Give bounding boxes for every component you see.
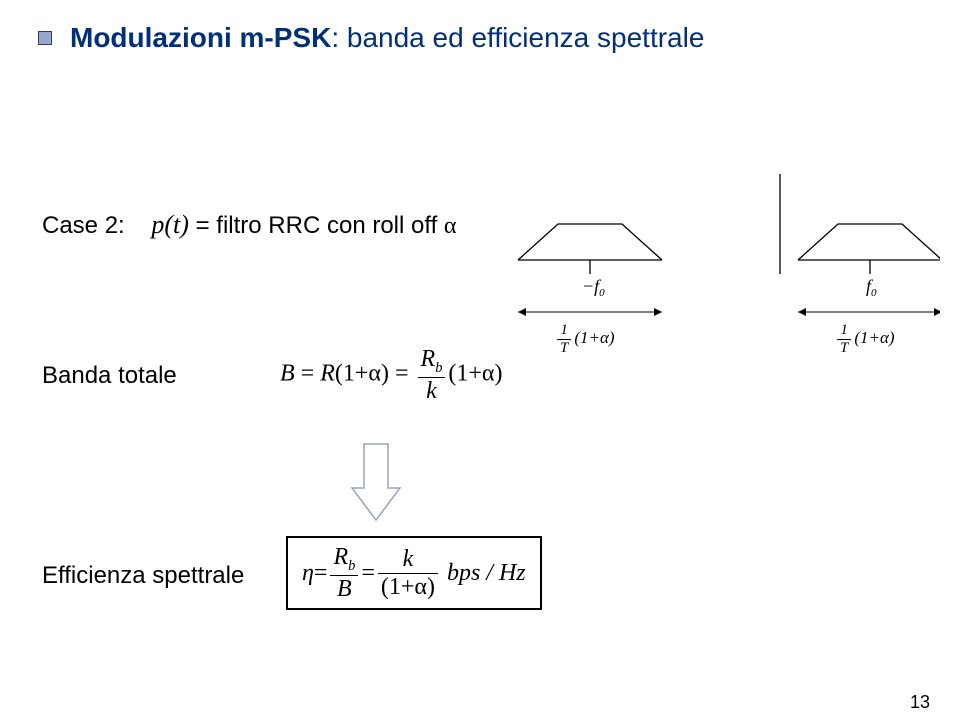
banda-totale-formula: B = R(1+α) = Rb k (1+α) [280,346,503,404]
case-line: Case 2: p(t) = filtro RRC con roll off α [42,210,457,240]
eff-eq1: = [314,560,328,587]
eff-1pa: (1+α) [378,574,438,600]
bt-k: k [418,378,446,404]
wr-den: T [837,340,851,357]
bt-eq2: = [395,361,415,387]
wr-num: 1 [837,322,851,340]
bt-1pa2: (1+α) [448,361,502,387]
width-label-right: 1 T (1+α) [834,322,895,356]
bt-R: R [320,361,335,387]
page-number: 13 [910,692,930,713]
width-label-left: 1 T (1+α) [554,322,615,356]
down-arrow [350,442,402,527]
title-part1: Modulazioni m-PSK [70,22,331,53]
eff-unit: bps / Hz [447,560,526,587]
bt-eq1: = [301,361,321,387]
title-bullet [38,31,52,45]
wr-rest: (1+α) [854,328,894,347]
bt-1pa1: (1+α) [335,361,389,387]
bt-B: B [280,361,295,387]
wl-den: T [557,340,571,357]
eff-eta: η [302,560,314,587]
eff-k: k [378,546,438,573]
bt-b: b [435,360,442,376]
case-eq: = filtro RRC con roll off [196,212,444,239]
svg-text:f0: f0 [866,276,877,299]
spectrum-svg: −f0 f0 [500,174,940,414]
title-part2: : banda ed efficienza spettrale [331,22,704,53]
bt-Rb: R [421,346,436,372]
eff-b: b [348,558,355,574]
efficienza-label: Efficienza spettrale [42,562,244,590]
wl-num: 1 [557,322,571,340]
banda-totale-label: Banda totale [42,362,177,390]
efficienza-formula: η = Rb B = k (1+α) bps / Hz [286,536,542,610]
page-title: Modulazioni m-PSK: banda ed efficienza s… [70,22,704,54]
title-row: Modulazioni m-PSK: banda ed efficienza s… [0,0,960,54]
case-pt: p(t) [151,210,189,239]
eff-B: B [330,576,358,602]
eff-Rb: R [333,544,348,570]
eff-eq2: = [361,560,375,587]
wl-rest: (1+α) [574,328,614,347]
case-label: Case 2: [42,212,125,239]
spectrum-diagram: −f0 f0 1 T (1+α) 1 T (1+α) [500,174,940,414]
case-alpha: α [444,213,457,239]
svg-text:−f0: −f0 [582,276,605,299]
